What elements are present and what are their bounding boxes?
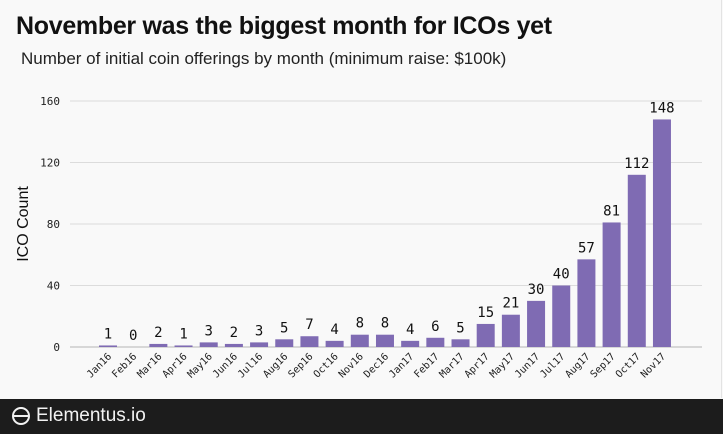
bar <box>652 119 671 347</box>
footer-bar: Elementus.io <box>0 399 723 434</box>
chart-title: November was the biggest month for ICOs … <box>16 12 552 40</box>
x-tick-label: Nov17 <box>639 351 668 380</box>
data-label: 1 <box>179 326 187 342</box>
data-label: 4 <box>406 322 414 338</box>
bar <box>325 340 344 347</box>
bars <box>99 119 671 347</box>
data-label: 15 <box>477 305 494 321</box>
bar <box>527 300 546 347</box>
bar <box>627 174 646 347</box>
x-tick-label: Jan17 <box>387 351 416 380</box>
chart-subtitle: Number of initial coin offerings by mont… <box>21 49 507 68</box>
x-tick-label: Jul16 <box>236 351 265 380</box>
y-tick-label: 40 <box>47 280 60 293</box>
bar <box>451 339 470 347</box>
data-label: 4 <box>330 322 338 338</box>
x-tick-label: Oct17 <box>614 351 643 380</box>
bar <box>602 222 621 347</box>
data-label: 148 <box>649 100 674 116</box>
x-tick-label: Mar17 <box>438 351 467 380</box>
x-tick-label: Sep17 <box>589 351 618 380</box>
y-tick-label: 120 <box>40 157 60 170</box>
data-label: 1 <box>104 326 112 342</box>
bar <box>224 343 243 347</box>
x-tick-label: Feb17 <box>412 351 441 380</box>
elementus-logo-icon <box>12 407 30 425</box>
x-axis-ticks: Jan16Feb16Mar16Apr16May16Jun16Jul16Aug16… <box>85 351 668 380</box>
x-tick-label: Jun16 <box>211 351 240 380</box>
bar <box>300 336 319 347</box>
data-label: 8 <box>381 316 389 332</box>
x-tick-label: Oct16 <box>312 351 341 380</box>
x-tick-label: Jun17 <box>513 351 542 380</box>
x-tick-label: Jan16 <box>85 351 114 380</box>
bar <box>149 343 168 347</box>
x-tick-label: Aug16 <box>261 351 290 380</box>
data-label: 3 <box>205 323 213 339</box>
x-tick-label: Aug17 <box>563 351 592 380</box>
bar <box>577 259 596 347</box>
data-label: 5 <box>280 320 288 336</box>
data-label: 5 <box>456 320 464 336</box>
bar <box>99 345 117 347</box>
data-label: 112 <box>624 156 649 172</box>
x-tick-label: Jul17 <box>538 351 567 380</box>
x-tick-label: Sep16 <box>286 351 315 380</box>
bar <box>501 314 520 347</box>
y-tick-label: 160 <box>40 95 60 108</box>
data-label: 40 <box>553 267 570 283</box>
data-label: 21 <box>502 296 519 312</box>
bar <box>426 337 445 347</box>
x-tick-label: Apr17 <box>463 351 492 380</box>
x-tick-label: Feb16 <box>110 351 139 380</box>
y-axis-ticks: 0 40 80 120 160 <box>40 95 60 354</box>
bar <box>350 334 369 347</box>
data-label: 2 <box>154 325 162 341</box>
x-tick-label: May16 <box>186 351 215 380</box>
bar <box>401 340 420 347</box>
bar <box>275 339 294 347</box>
y-axis-label: ICO Count <box>15 186 32 262</box>
x-tick-label: Mar16 <box>135 351 164 380</box>
data-label: 6 <box>431 319 439 335</box>
data-label: 8 <box>356 316 364 332</box>
data-label: 2 <box>230 325 238 341</box>
chart-frame: November was the biggest month for ICOs … <box>15 0 722 398</box>
data-label: 57 <box>578 240 595 256</box>
bar <box>552 285 571 347</box>
y-tick-label: 80 <box>47 218 60 231</box>
data-label: 81 <box>603 203 620 219</box>
data-label: 0 <box>129 328 137 344</box>
bar <box>174 345 193 347</box>
data-label: 3 <box>255 323 263 339</box>
x-tick-label: Apr16 <box>161 351 190 380</box>
bar <box>199 342 218 347</box>
data-label: 7 <box>305 317 313 333</box>
bar <box>250 342 269 347</box>
x-tick-label: Nov16 <box>337 351 366 380</box>
y-tick-label: 0 <box>53 341 60 354</box>
x-tick-label: Dec16 <box>362 351 391 380</box>
data-label: 30 <box>528 282 545 298</box>
brand-name: Elementus.io <box>36 405 146 426</box>
bar <box>375 334 394 347</box>
bar <box>476 323 495 347</box>
x-tick-label: May17 <box>488 351 517 380</box>
